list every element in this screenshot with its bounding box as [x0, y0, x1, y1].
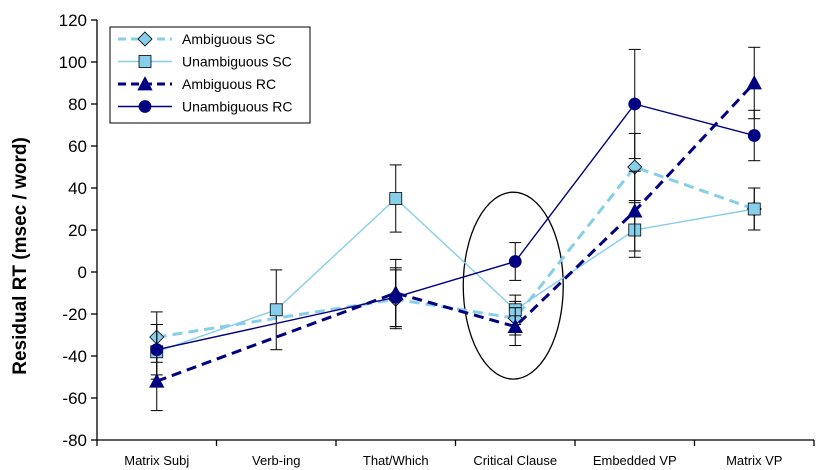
- axes: [91, 19, 815, 446]
- y-tick-label: 80: [68, 95, 87, 114]
- y-tick-label: 100: [59, 53, 87, 72]
- marker-circle: [150, 343, 164, 357]
- marker-square: [389, 192, 403, 205]
- x-tick-label: Embedded VP: [593, 453, 677, 468]
- y-tick-label: 60: [68, 137, 87, 156]
- x-tick-labels: Matrix Subj Verb-ing That/Which Critical Cl…: [124, 453, 782, 468]
- y-axis-label: Residual RT (msec / word): [10, 137, 31, 375]
- series-line: [156, 197, 755, 353]
- series-line: [156, 81, 756, 383]
- x-tick-label: Matrix VP: [726, 453, 782, 468]
- series-ambiguous-sc: [149, 132, 762, 363]
- legend-item: Ambiguous RC: [118, 76, 276, 92]
- series-unambiguous-rc: [150, 48, 761, 376]
- marker-circle: [508, 255, 522, 268]
- legend-item: Unambiguous SC: [118, 54, 292, 70]
- marker-circle: [138, 100, 152, 113]
- series-line: [156, 165, 755, 339]
- annotation-layer: [462, 191, 564, 380]
- y-tick-label: -40: [62, 347, 87, 366]
- legend-label: Ambiguous SC: [182, 31, 275, 47]
- marker-triangle: [746, 75, 762, 90]
- series-unambiguous-sc: [150, 164, 761, 380]
- marker-triangle: [507, 318, 523, 334]
- marker-triangle: [137, 76, 153, 91]
- legend-label: Unambiguous SC: [182, 54, 292, 70]
- x-tick-label: Verb-ing: [252, 453, 300, 468]
- legend-label: Ambiguous RC: [182, 76, 276, 92]
- y-tick-label: 0: [78, 263, 87, 282]
- y-tick-label: -20: [62, 305, 87, 324]
- y-tick-labels: 120 100 80 60 40 20 0 -20 -40 -60 -80: [59, 11, 87, 450]
- y-tick-label: -80: [62, 431, 87, 450]
- marker-triangle: [627, 203, 643, 218]
- legend-item: Unambiguous RC: [118, 99, 293, 115]
- y-tick-label: 40: [68, 179, 87, 198]
- marker-circle: [628, 97, 642, 111]
- marker-circle: [747, 129, 761, 142]
- legend-label: Unambiguous RC: [182, 99, 293, 115]
- x-tick-label: Matrix Subj: [124, 453, 189, 468]
- legend: Ambiguous SC Unambiguous SC Ambiguous RC Un…: [109, 26, 311, 124]
- legend-item: Ambiguous SC: [118, 31, 275, 47]
- critical-clause-ellipse: [462, 191, 564, 380]
- x-tick-label: Critical Clause: [473, 453, 557, 468]
- marker-circle: [389, 290, 403, 304]
- marker-square: [747, 202, 761, 216]
- marker-square: [138, 55, 152, 68]
- y-tick-label: 20: [68, 221, 87, 240]
- series-line: [156, 103, 755, 351]
- x-tick-label: That/Which: [363, 453, 429, 468]
- y-tick-label: 120: [59, 11, 87, 30]
- series-layer: [149, 46, 762, 412]
- marker-triangle: [149, 373, 165, 388]
- marker-diamond: [137, 31, 153, 47]
- marker-square: [269, 303, 283, 317]
- y-tick-label: -60: [62, 389, 87, 408]
